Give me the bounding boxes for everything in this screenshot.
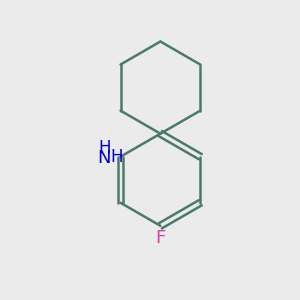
- Text: N: N: [98, 148, 111, 166]
- Text: H: H: [98, 139, 110, 157]
- Text: H: H: [110, 148, 123, 166]
- Text: F: F: [155, 229, 166, 247]
